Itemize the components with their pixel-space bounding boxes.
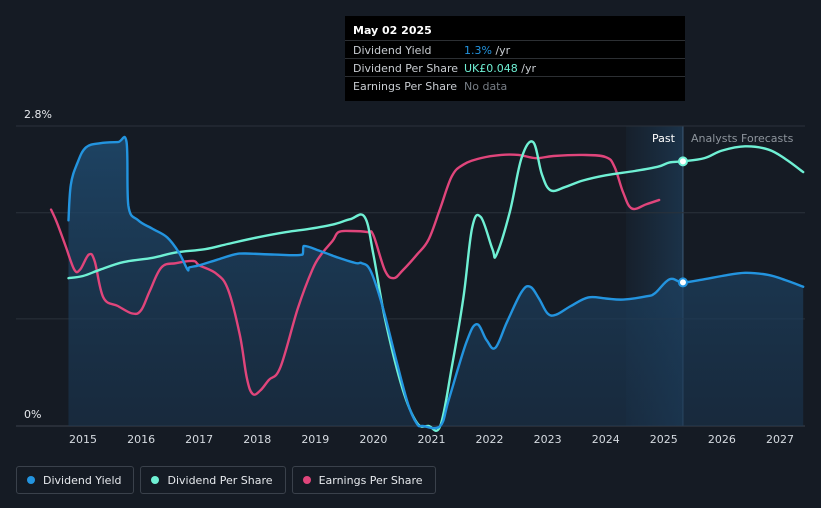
tooltip-value: UK£0.048 xyxy=(464,62,518,75)
tooltip-row-dividend-yield: Dividend Yield 1.3% /yr xyxy=(345,40,685,59)
legend-item-dividend-per-share[interactable]: Dividend Per Share xyxy=(140,466,286,494)
x-tick-label: 2015 xyxy=(69,433,97,446)
highlight-point xyxy=(677,277,688,288)
y-tick-label: 0% xyxy=(24,408,41,421)
tooltip-row-value: No data xyxy=(464,80,507,93)
x-tick-label: 2024 xyxy=(592,433,620,446)
tooltip: May 02 2025 Dividend Yield 1.3% /yr Divi… xyxy=(345,16,685,101)
tooltip-row-name: Earnings Per Share xyxy=(353,80,458,93)
earnings-per-share-line xyxy=(49,153,661,396)
legend-dot-icon xyxy=(27,476,35,484)
tooltip-value: No data xyxy=(464,80,508,93)
y-axis-ticks: 2.8% 0% xyxy=(24,108,52,421)
x-tick-label: 2016 xyxy=(127,433,155,446)
legend-item-dividend-yield[interactable]: Dividend Yield xyxy=(16,466,135,494)
legend-label: Dividend Per Share xyxy=(167,473,273,487)
tooltip-row-name: Dividend Yield xyxy=(353,44,432,57)
dividend-yield-area xyxy=(68,136,804,429)
x-tick-label: 2022 xyxy=(476,433,504,446)
tooltip-row-value: UK£0.048 /yr xyxy=(464,62,536,75)
x-tick-label: 2025 xyxy=(650,433,678,446)
tooltip-unit: /yr xyxy=(491,44,511,57)
legend-dot-icon xyxy=(151,476,160,484)
x-tick-label: 2026 xyxy=(708,433,736,446)
dividend-per-share-line xyxy=(67,140,805,432)
past-label: Past xyxy=(652,132,676,145)
lines-layer xyxy=(49,135,805,432)
tooltip-row-value: 1.3% /yr xyxy=(464,44,510,57)
dividend-yield-line xyxy=(67,135,805,430)
x-tick-label: 2027 xyxy=(766,433,794,446)
forecast-label: Analysts Forecasts xyxy=(691,132,794,145)
tooltip-row-name: Dividend Per Share xyxy=(353,62,459,75)
x-tick-label: 2021 xyxy=(417,433,445,446)
points-layer xyxy=(677,156,688,288)
x-tick-label: 2020 xyxy=(359,433,387,446)
legend-dot-icon xyxy=(302,476,311,484)
legend-label: Dividend Yield xyxy=(43,473,122,487)
tooltip-value: 1.3% xyxy=(464,44,492,57)
highlight-point xyxy=(677,156,688,167)
x-tick-label: 2017 xyxy=(185,433,213,446)
legend: Dividend Yield Dividend Per Share Earnin… xyxy=(16,466,436,494)
area-layer xyxy=(68,136,804,429)
tooltip-unit: /yr xyxy=(517,62,537,75)
legend-item-earnings-per-share[interactable]: Earnings Per Share xyxy=(291,466,436,494)
x-axis-ticks: 2015 2016 2017 2018 2019 2020 2021 2022 2023 2024… xyxy=(69,433,794,446)
x-tick-label: 2019 xyxy=(301,433,329,446)
legend-label: Earnings Per Share xyxy=(318,473,423,487)
tooltip-date: May 02 2025 xyxy=(353,24,432,37)
x-tick-label: 2018 xyxy=(243,433,271,446)
tooltip-row-dividend-per-share: Dividend Per Share UK£0.048 /yr xyxy=(345,58,685,77)
y-tick-label: 2.8% xyxy=(24,108,52,121)
tooltip-row-earnings-per-share: Earnings Per Share No data xyxy=(345,76,685,95)
x-tick-label: 2023 xyxy=(534,433,562,446)
